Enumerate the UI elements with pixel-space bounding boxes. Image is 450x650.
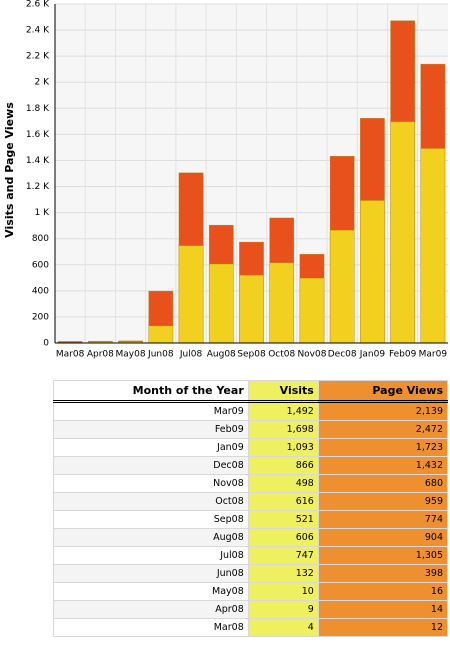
cell: 498 (247, 474, 319, 493)
x-tick-label: May08 (116, 350, 146, 360)
cell: Mar08 (53, 618, 249, 637)
x-tick-label: Mar08 (56, 350, 85, 360)
y-tick-label: 800 (32, 234, 49, 244)
cell: Aug08 (53, 528, 249, 547)
cell: Oct08 (53, 492, 249, 511)
cell: 1,698 (247, 420, 319, 439)
cell: 1,305 (317, 546, 449, 565)
bar (269, 262, 295, 344)
x-tick-label: Apr08 (87, 350, 114, 360)
bar (390, 121, 415, 344)
row: Dec08 866 1,432 (53, 456, 449, 475)
y-tick-label: 1.4 K (26, 156, 50, 166)
x-tick-label: Jul08 (179, 350, 203, 360)
cell: 866 (247, 456, 319, 475)
y-tick-label: 200 (32, 312, 49, 322)
cell: 1,432 (317, 456, 449, 475)
row: Aug08 606 904 (53, 528, 449, 547)
x-tick-label: Sep08 (237, 350, 266, 360)
cell: Sep08 (53, 510, 249, 529)
bar (178, 245, 204, 344)
cell: 132 (247, 564, 319, 583)
y-tick-label: 2.2 K (26, 52, 50, 62)
row: Jun08 132 398 (53, 564, 449, 583)
cell: 2,472 (317, 420, 449, 439)
cell: Apr08 (53, 600, 249, 619)
cell: Dec08 (53, 456, 249, 475)
cell: 1,723 (317, 438, 449, 457)
header-row: Month of the Year Visits Page Views (53, 380, 449, 403)
bar (360, 200, 385, 344)
data-table: Month of the Year Visits Page Views Mar09 1,… (53, 380, 449, 637)
chart: Visits and Page Views 0 200 400 600 800 1 K 1.… (3, 0, 448, 360)
row: Jul08 747 1,305 (53, 546, 449, 565)
y-tick-label: 400 (32, 286, 49, 296)
x-tick-label: Mar09 (419, 350, 448, 360)
header-cell: Page Views (317, 380, 449, 403)
cell: 774 (317, 510, 449, 529)
bar (420, 148, 446, 344)
cell: 959 (317, 492, 449, 511)
cell: Feb09 (53, 420, 249, 439)
y-tick-label: 2.4 K (26, 26, 50, 36)
bar (148, 325, 174, 344)
x-tick-label: Dec08 (328, 350, 357, 360)
y-tick-label: 1.2 K (26, 182, 50, 192)
cell: May08 (53, 582, 249, 601)
row: Mar09 1,492 2,139 (53, 401, 449, 421)
y-tick-label: 2.6 K (26, 0, 50, 10)
x-tick-label: Feb09 (389, 350, 417, 360)
y-tick-label: 1 K (35, 208, 51, 218)
x-tick-label: Aug08 (207, 350, 236, 360)
row: May08 10 16 (53, 582, 449, 601)
cell: Jan09 (53, 438, 249, 457)
row: Mar08 4 12 (53, 618, 449, 637)
cell: 747 (247, 546, 319, 565)
x-tick-label: Nov08 (297, 350, 326, 360)
cell: 16 (317, 582, 449, 601)
cell: Mar09 (53, 401, 249, 421)
bar (329, 229, 355, 344)
y-axis-label: Visits and Page Views (3, 102, 16, 238)
cell: 606 (247, 528, 319, 547)
y-tick-label: 1.6 K (26, 130, 50, 140)
y-tick-label: 600 (32, 260, 49, 270)
y-tick-label: 2 K (35, 78, 51, 88)
cell: Nov08 (53, 474, 249, 493)
row: Jan09 1,093 1,723 (53, 438, 449, 457)
row: Apr08 9 14 (53, 600, 449, 619)
bar (299, 277, 325, 344)
cell: 521 (247, 510, 319, 529)
cell: Jul08 (53, 546, 249, 565)
cell: Jun08 (53, 564, 249, 583)
cell: 680 (317, 474, 449, 493)
x-tick-label: Jan09 (359, 350, 386, 360)
cell: 616 (247, 492, 319, 511)
row: Feb09 1,698 2,472 (53, 420, 449, 439)
row: Sep08 521 774 (53, 510, 449, 529)
x-tick-label: Oct08 (268, 350, 295, 360)
cell: 10 (247, 582, 319, 601)
cell: 14 (317, 600, 449, 619)
y-tick-label: 1.8 K (26, 104, 50, 114)
bar (239, 274, 264, 344)
cell: 904 (317, 528, 449, 547)
x-tick-label: Jun08 (147, 350, 174, 360)
cell: 12 (317, 618, 449, 637)
cell: 2,139 (317, 401, 449, 421)
y-tick-label: 0 (43, 339, 49, 349)
cell: 398 (317, 564, 449, 583)
cell: 1,093 (247, 438, 319, 457)
header-cell: Visits (247, 380, 319, 403)
cell: 1,492 (247, 401, 319, 421)
row: Nov08 498 680 (53, 474, 449, 493)
cell: 9 (247, 600, 319, 619)
bar (208, 263, 234, 344)
row: Oct08 616 959 (53, 492, 449, 511)
cell: 4 (247, 618, 319, 637)
header-cell: Month of the Year (53, 380, 249, 403)
